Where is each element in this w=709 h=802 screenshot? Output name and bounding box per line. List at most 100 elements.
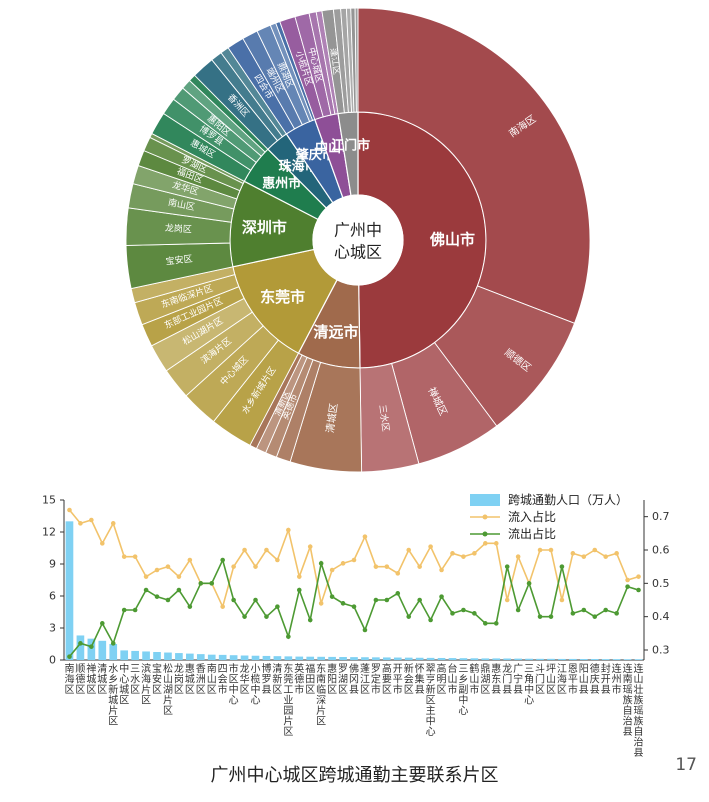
bar — [317, 656, 325, 660]
inflow-point — [340, 561, 346, 566]
inflow-point — [275, 557, 280, 563]
x-tick-label: 连南瑶族自治县 — [623, 662, 633, 738]
inflow-point — [286, 527, 291, 533]
bar — [65, 521, 74, 660]
inflow-point — [472, 551, 477, 556]
x-tick-label: 鼎湖区 — [480, 663, 490, 696]
inflow-point — [89, 517, 94, 523]
x-tick-label: 斗门区 — [535, 663, 545, 696]
inflow-point — [417, 564, 422, 569]
bar — [503, 658, 512, 660]
bar — [569, 658, 577, 660]
x-tick-label: 禅城区 — [86, 662, 96, 696]
outflow-point — [340, 601, 346, 606]
bar — [229, 655, 238, 660]
x-tick-label: 清新区 — [272, 662, 282, 696]
inflow-point — [165, 564, 171, 569]
right-tick-label: 0.6 — [652, 544, 670, 557]
bar — [339, 657, 347, 660]
inflow-point — [264, 547, 269, 553]
inflow-point — [100, 541, 105, 546]
inflow-point — [362, 534, 368, 539]
x-tick-label: 中心城区 — [119, 662, 129, 707]
outflow-point — [143, 587, 149, 593]
left-tick-label: 3 — [49, 622, 56, 635]
bar — [131, 650, 139, 660]
outflow-point — [198, 581, 204, 586]
outflow-point — [373, 597, 379, 603]
inflow-point — [603, 554, 608, 559]
outflow-point — [209, 581, 215, 586]
bar — [634, 659, 643, 660]
inflow-point — [581, 554, 587, 559]
bar — [306, 656, 315, 660]
bar — [590, 659, 599, 660]
bar — [262, 655, 271, 660]
outflow-point — [472, 611, 477, 616]
outflow-point — [296, 587, 302, 593]
outflow-point — [264, 614, 269, 619]
outflow-point — [384, 597, 390, 603]
inflow-point — [253, 564, 258, 569]
x-tick-label: 东莞工业园片区 — [283, 662, 293, 738]
inflow-point — [67, 507, 72, 513]
bar — [525, 658, 533, 660]
x-tick-label: 南海区 — [64, 662, 74, 696]
x-tick-label: 开平市 — [393, 664, 403, 696]
bar — [383, 657, 391, 660]
x-tick-label: 水乡新城片区 — [108, 663, 118, 728]
bar — [87, 638, 96, 660]
inflow-point — [242, 547, 247, 553]
legend-label-line: 流入占比 — [508, 509, 556, 524]
right-tick-label: 0.5 — [652, 577, 670, 590]
bar — [492, 658, 501, 660]
outflow-point — [231, 597, 236, 603]
x-tick-label: 松山湖片区 — [163, 662, 173, 717]
legend-swatch-bar — [470, 494, 500, 506]
outflow-point — [636, 587, 641, 593]
x-tick-label: 连山壮族瑶族自治县 — [634, 662, 644, 759]
outflow-point — [428, 617, 433, 623]
bar — [481, 658, 490, 660]
x-tick-label: 福田区 — [305, 662, 315, 696]
x-tick-label: 罗湖区 — [338, 663, 348, 696]
x-tick-label: 高明区 — [437, 662, 447, 696]
outflow-point — [592, 614, 598, 619]
city-label: 肇庆市 — [295, 147, 335, 163]
bar — [142, 651, 150, 660]
city-label: 东莞市 — [260, 288, 305, 306]
bar — [448, 658, 457, 660]
bar — [240, 655, 249, 660]
x-tick-label: 顺德区 — [75, 663, 85, 696]
district-label: 清城区 — [323, 402, 340, 434]
inflow-point — [154, 567, 160, 573]
bar — [361, 657, 369, 660]
outflow-point — [154, 594, 160, 599]
inflow-point — [351, 557, 357, 563]
bar — [470, 658, 479, 660]
center-label-line2: 心城区 — [334, 243, 382, 262]
right-tick-label: 0.3 — [652, 644, 670, 657]
x-tick-label: 惠阳区 — [327, 662, 337, 696]
outflow-point — [132, 607, 138, 613]
legend-label-bar: 跨城通勤人口（万人） — [508, 493, 628, 507]
city-label: 清远市 — [314, 323, 359, 341]
x-tick-label: 佛冈县 — [349, 662, 359, 696]
bar — [164, 652, 172, 660]
x-tick-label: 宝安区 — [152, 662, 162, 696]
district-label: 三水区 — [376, 404, 392, 432]
inflow-point — [559, 597, 565, 603]
inflow-point — [121, 554, 127, 559]
bar — [251, 655, 260, 660]
legend-label-line: 流出占比 — [508, 526, 556, 541]
commute-combo-chart: 0 3 6 9 12 15 0.3 0.4 0.5 0.6 0.7 南海区顺德区禅城区清城区水乡新城片… — [42, 493, 670, 759]
bar — [372, 657, 380, 660]
inflow-point — [384, 564, 390, 569]
city-label: 深圳市 — [242, 218, 287, 236]
outflow-point — [493, 621, 499, 626]
x-tick-label: 清城区 — [97, 662, 107, 696]
city-label: 江门市 — [331, 137, 370, 153]
inflow-point — [296, 574, 302, 579]
bar — [98, 640, 107, 660]
